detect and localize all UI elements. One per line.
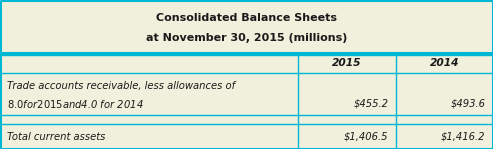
Text: $493.6: $493.6 [451,99,486,109]
Text: 2014: 2014 [429,58,459,68]
Text: Total current assets: Total current assets [7,132,106,142]
Text: 2015: 2015 [332,58,362,68]
Text: $1,416.2: $1,416.2 [441,132,486,142]
Text: at November 30, 2015 (millions): at November 30, 2015 (millions) [146,33,347,43]
Text: $8.0 for 2015 and $4.0 for 2014: $8.0 for 2015 and $4.0 for 2014 [7,98,144,110]
Text: Trade accounts receivable, less allowances of: Trade accounts receivable, less allowanc… [7,81,236,91]
Text: $455.2: $455.2 [353,99,388,109]
Text: Consolidated Balance Sheets: Consolidated Balance Sheets [156,13,337,22]
Text: $1,406.5: $1,406.5 [344,132,388,142]
